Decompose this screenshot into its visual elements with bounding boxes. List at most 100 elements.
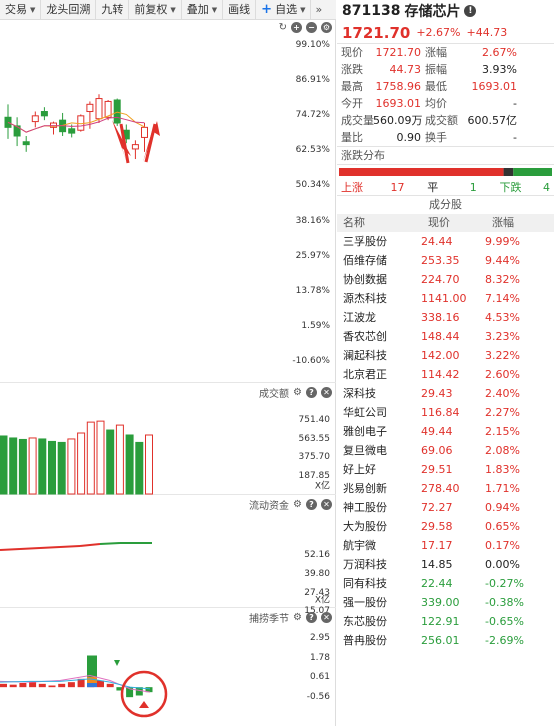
constituent-row[interactable]: 香农芯创 148.44 3.23% — [337, 327, 554, 346]
constituent-row[interactable]: 强一股份 339.00 -0.38% — [337, 593, 554, 612]
constituent-price: 253.35 — [421, 254, 460, 267]
field-label: 振幅 — [425, 63, 447, 76]
field-value: 44.73 — [389, 63, 422, 76]
constituent-name: 香农芯创 — [343, 330, 387, 343]
constituent-pct: 2.15% — [485, 425, 520, 438]
down-label: 下跌 — [499, 181, 522, 194]
catch-bar — [135, 687, 143, 696]
help-icon[interactable]: ? — [306, 387, 317, 398]
zoom-in-icon[interactable]: + — [291, 22, 302, 33]
toolbar-overlay[interactable]: 叠加 ▼ — [182, 0, 224, 20]
constituent-row[interactable]: 万润科技 14.85 0.00% — [337, 555, 554, 574]
constituent-row[interactable]: 北京君正 114.42 2.60% — [337, 365, 554, 384]
col-name[interactable]: 名称 — [343, 216, 365, 229]
settings-icon[interactable]: ⚙ — [293, 612, 302, 623]
volume-bar — [67, 438, 76, 495]
constituent-pct: 3.23% — [485, 330, 520, 343]
volume-bar — [18, 438, 27, 495]
volume-y-tick: 375.70 — [298, 452, 331, 463]
dist-flat-segment — [503, 168, 514, 176]
fund-line-segment — [39, 546, 61, 549]
constituent-row[interactable]: 兆易创新 278.40 1.71% — [337, 479, 554, 498]
constituent-name: 万润科技 — [343, 558, 387, 571]
constituent-row[interactable]: 华虹公司 116.84 2.27% — [337, 403, 554, 422]
constituent-row[interactable]: 深科技 29.43 2.40% — [337, 384, 554, 403]
close-icon[interactable]: ✕ — [321, 612, 332, 623]
candle-body — [86, 103, 94, 113]
constituent-row[interactable]: 普冉股份 256.01 -2.69% — [337, 631, 554, 650]
volume-bar — [0, 435, 8, 495]
info-icon[interactable]: ! — [464, 5, 477, 17]
candle-body — [95, 98, 103, 120]
close-icon[interactable]: ✕ — [321, 499, 332, 510]
distribution-label: 涨跌分布 — [337, 147, 554, 165]
constituent-price: 116.84 — [421, 406, 460, 419]
constituent-row[interactable]: 雅创电子 49.44 2.15% — [337, 422, 554, 441]
constituent-row[interactable]: 佰维存储 253.35 9.44% — [337, 251, 554, 270]
constituent-pct: 2.60% — [485, 368, 520, 381]
constituent-pct: 2.08% — [485, 444, 520, 457]
constituent-row[interactable]: 源杰科技 1141.00 7.14% — [337, 289, 554, 308]
constituent-name: 大为股份 — [343, 520, 387, 533]
toolbar-leader-backtrack[interactable]: 龙头回溯 — [41, 0, 97, 20]
constituent-row[interactable]: 三孚股份 24.44 9.99% — [337, 232, 554, 251]
constituent-row[interactable]: 航宇微 17.17 0.17% — [337, 536, 554, 555]
settings-icon[interactable]: ⚙ — [293, 499, 302, 510]
constituent-name: 协创数据 — [343, 273, 387, 286]
help-icon[interactable]: ? — [306, 612, 317, 623]
kline-y-tick: 74.72% — [295, 110, 330, 121]
fund-line-segment — [0, 548, 21, 551]
constituent-price: 69.06 — [421, 444, 453, 457]
toolbar-trade[interactable]: 交易 ▼ — [0, 0, 42, 20]
constituent-row[interactable]: 好上好 29.51 1.83% — [337, 460, 554, 479]
toolbar-nine-turn[interactable]: 九转 — [96, 0, 130, 20]
constituent-pct: 8.32% — [485, 273, 520, 286]
volume-pane[interactable]: 成交额 ⚙ ? ✕ 751.40 563.55 375.70 187.85 X亿 — [0, 383, 336, 495]
kline-y-tick: -10.60% — [292, 355, 330, 366]
constituent-row[interactable]: 江波龙 338.16 4.53% — [337, 308, 554, 327]
candle-body — [31, 115, 39, 123]
catch-stack-green — [87, 655, 97, 678]
zoom-out-icon[interactable]: − — [306, 22, 317, 33]
kline-pane[interactable]: ↻ + − ⚙ 99.10% 86.91% 74.72% 62.53% 50.34% 38… — [0, 20, 336, 383]
catch-bar — [145, 687, 153, 693]
constituent-pct: 3.22% — [485, 349, 520, 362]
close-icon[interactable]: ✕ — [321, 387, 332, 398]
constituent-price: 122.91 — [421, 615, 460, 628]
constituent-pct: 2.27% — [485, 406, 520, 419]
volume-y-tick: 563.55 — [298, 433, 331, 444]
settings-icon[interactable]: ⚙ — [321, 22, 332, 33]
constituent-price: 14.85 — [421, 558, 453, 571]
refresh-icon[interactable]: ↻ — [278, 22, 287, 33]
constituent-row[interactable]: 大为股份 29.58 0.65% — [337, 517, 554, 536]
constituent-row[interactable]: 神工股份 72.27 0.94% — [337, 498, 554, 517]
volume-chart — [0, 420, 153, 495]
volume-bar — [77, 432, 86, 495]
settings-icon[interactable]: ⚙ — [293, 387, 302, 398]
constituent-row[interactable]: 澜起科技 142.00 3.22% — [337, 346, 554, 365]
col-pct[interactable]: 涨幅 — [492, 216, 514, 229]
field-value: 3.93% — [482, 63, 517, 76]
help-icon[interactable]: ? — [306, 499, 317, 510]
catch-season-pane[interactable]: 捕捞季节 ⚙ ? ✕ 2.95 1.78 0.61 -0.56 — [0, 608, 336, 726]
kline-y-tick: 13.78% — [295, 285, 330, 296]
constituent-row[interactable]: 同有科技 22.44 -0.27% — [337, 574, 554, 593]
toolbar-adjust[interactable]: 前复权 ▼ — [129, 0, 182, 20]
constituent-row[interactable]: 协创数据 224.70 8.32% — [337, 270, 554, 289]
constituent-row[interactable]: 东芯股份 122.91 -0.65% — [337, 612, 554, 631]
constituent-pct: 2.40% — [485, 387, 520, 400]
toolbar-draw[interactable]: 画线 — [223, 0, 257, 20]
constituent-row[interactable]: 复旦微电 69.06 2.08% — [337, 441, 554, 460]
field-label: 今开 — [341, 97, 363, 110]
catch-down-marker — [114, 660, 120, 666]
add-watchlist-button[interactable]: + 自选 ▼ — [256, 0, 312, 20]
catch-line-blue — [0, 678, 151, 690]
constituent-price: 24.44 — [421, 235, 453, 248]
more-icon[interactable]: » — [315, 3, 323, 16]
candle-body — [68, 128, 76, 134]
col-price[interactable]: 现价 — [428, 216, 450, 229]
field-label: 量比 — [341, 131, 363, 144]
constituent-price: 22.44 — [421, 577, 453, 590]
toolbar-overlay-label: 叠加 — [186, 2, 209, 16]
fund-pane[interactable]: 流动资金 ⚙ ? ✕ 52.16 39.80 27.43 15.07 X亿 — [0, 495, 336, 616]
